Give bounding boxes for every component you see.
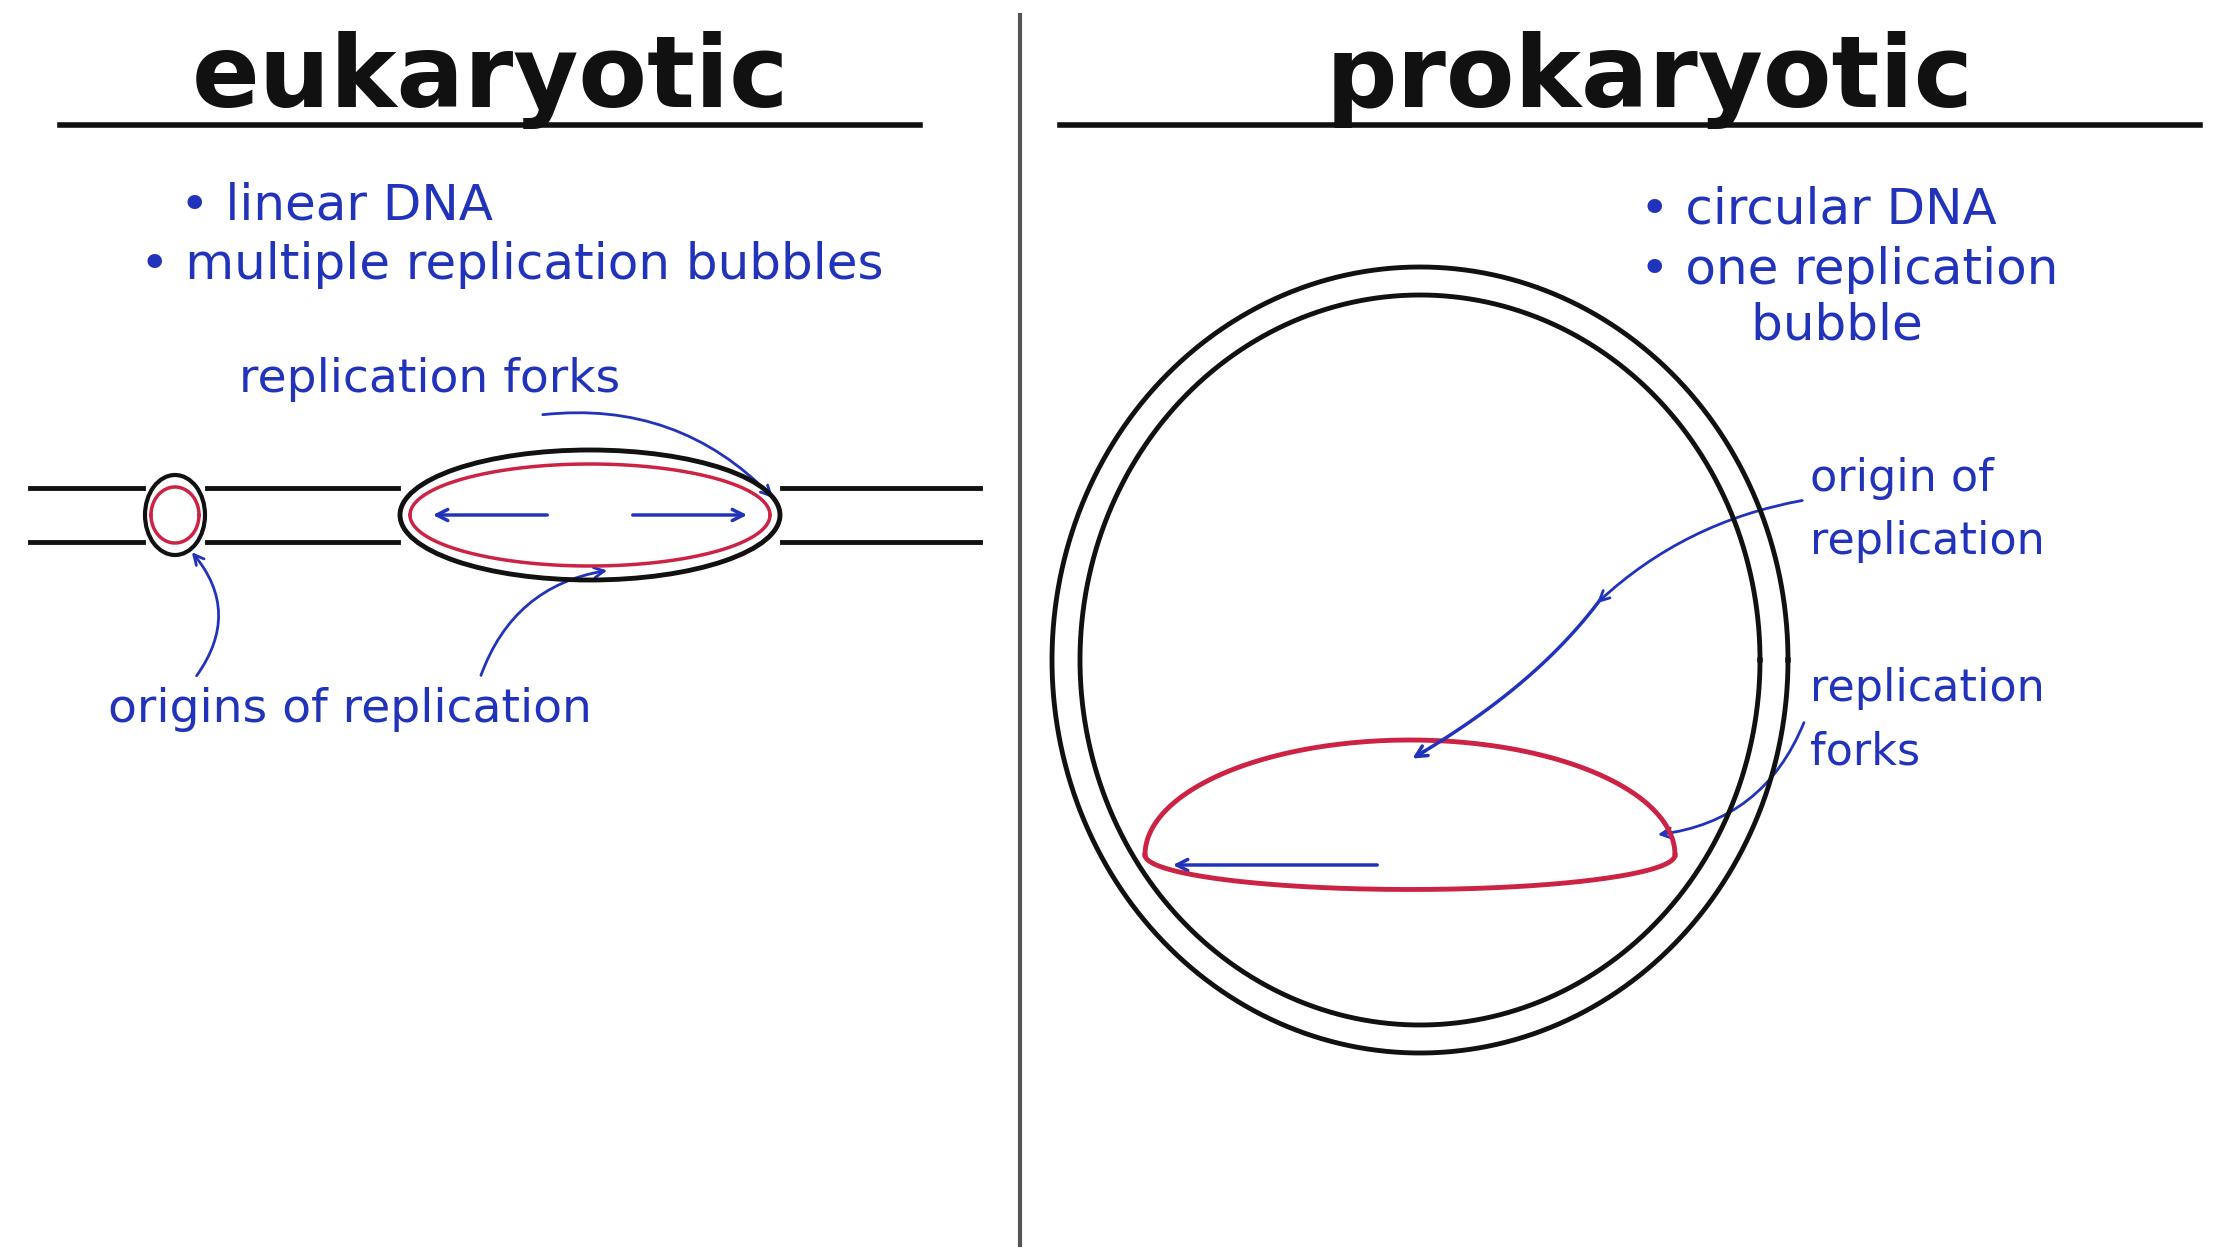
Text: prokaryotic: prokaryotic [1326, 32, 1973, 129]
Text: • one replication: • one replication [1640, 246, 2059, 294]
Text: replication
forks: replication forks [1810, 667, 2045, 774]
Text: • multiple replication bubbles: • multiple replication bubbles [139, 241, 883, 289]
Text: origin of
replication: origin of replication [1810, 457, 2045, 563]
Text: • linear DNA: • linear DNA [179, 181, 493, 229]
Text: • circular DNA: • circular DNA [1640, 186, 1996, 234]
Text: origins of replication: origins of replication [108, 688, 591, 732]
Text: replication forks: replication forks [240, 358, 620, 402]
Text: eukaryotic: eukaryotic [190, 32, 788, 129]
Text: bubble: bubble [1640, 301, 1922, 349]
